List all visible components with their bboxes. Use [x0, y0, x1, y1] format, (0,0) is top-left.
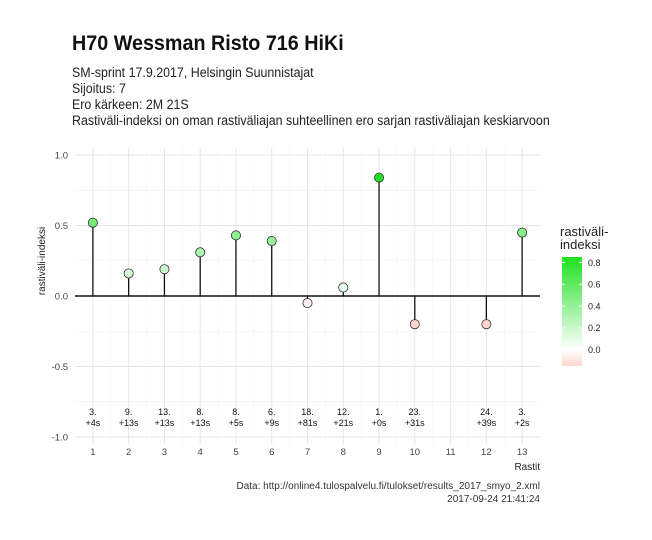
subtitle-gap: Ero kärkeen: 2M 21S	[72, 97, 189, 112]
subtitle-event: SM-sprint 17.9.2017, Helsingin Suunnista…	[72, 65, 314, 80]
rank-label: 8.	[196, 407, 204, 417]
time-diff-label: +0s	[372, 418, 387, 428]
x-tick-label: 5	[233, 447, 238, 458]
time-diff-label: +4s	[86, 418, 101, 428]
data-point	[374, 172, 385, 183]
x-tick-label: 4	[198, 447, 203, 458]
time-diff-label: +13s	[155, 418, 175, 428]
time-diff-label: +81s	[298, 418, 318, 428]
data-point	[338, 282, 349, 293]
legend-title: rastiväli-indeksi	[560, 225, 640, 251]
x-tick-label: 3	[162, 447, 167, 458]
data-point	[230, 230, 241, 241]
data-point	[123, 268, 134, 279]
data-point	[409, 319, 420, 330]
data-point	[302, 298, 313, 309]
legend-tick-label: 0.4	[588, 301, 601, 311]
rank-label: 24.	[480, 407, 493, 417]
time-diff-label: +21s	[333, 418, 353, 428]
data-point	[517, 227, 528, 238]
data-point	[266, 236, 277, 247]
legend: 0.8 0.6 0.4 0.2 0.0	[562, 257, 601, 366]
y-tick-label: -1.0	[52, 432, 68, 443]
x-tick-label: 10	[410, 447, 421, 458]
time-diff-label: +39s	[476, 418, 496, 428]
point-labels: 3.+4s9.+13s13.+13s8.+13s8.+5s6.+9s18.+81…	[86, 407, 530, 428]
points	[87, 172, 528, 330]
x-tick-label: 7	[305, 447, 310, 458]
legend-colorbar	[562, 257, 582, 366]
data-point	[159, 264, 170, 275]
time-diff-label: +5s	[229, 418, 244, 428]
data-point	[195, 247, 206, 258]
rank-label: 6.	[268, 407, 276, 417]
x-tick-label: 11	[446, 447, 456, 458]
x-axis-title: Rastit	[514, 462, 540, 473]
data-point	[87, 217, 98, 228]
x-tick-label: 2	[126, 447, 131, 458]
x-tick-label: 8	[341, 447, 346, 458]
rank-label: 23.	[409, 407, 422, 417]
y-tick-label: -0.5	[52, 362, 68, 373]
legend-tick-label: 0.0	[588, 345, 601, 355]
legend-title-line: rastiväli-	[560, 224, 609, 239]
rank-label: 1.	[375, 407, 383, 417]
data-source-caption: Data: http://online4.tulospalvelu.fi/tul…	[236, 481, 540, 492]
chart-title: H70 Wessman Risto 716 HiKi	[72, 32, 344, 55]
time-diff-label: +13s	[119, 418, 139, 428]
y-tick-label: 0.5	[55, 221, 68, 232]
x-tick-label: 12	[481, 447, 492, 458]
legend-tick-label: 0.2	[588, 323, 601, 333]
data-point	[481, 319, 492, 330]
axes: 1.00.50.0-0.5-1.01 2 3 4 5 6 7 8 9 10 11 12 13Rastit…	[37, 151, 540, 473]
x-tick-label: 13	[517, 447, 528, 458]
rank-label: 9.	[125, 407, 133, 417]
rank-label: 18.	[301, 407, 314, 417]
x-tick-label: 9	[376, 447, 381, 458]
rank-label: 12.	[337, 407, 350, 417]
x-tick-label: 1	[90, 447, 95, 458]
time-diff-label: +9s	[264, 418, 279, 428]
legend-title-line: indeksi	[560, 237, 601, 252]
subtitle-description: Rastiväli-indeksi on oman rastiväliajan …	[72, 113, 550, 128]
y-axis-title: rastiväli-indeksi	[37, 227, 48, 295]
subtitle-placing: Sijoitus: 7	[72, 81, 126, 96]
rank-label: 3.	[89, 407, 97, 417]
rank-label: 8.	[232, 407, 240, 417]
legend-tick-label: 0.8	[588, 258, 601, 268]
x-tick-label: 6	[269, 447, 274, 458]
time-diff-label: +2s	[515, 418, 530, 428]
y-tick-label: 0.0	[55, 292, 68, 303]
legend-tick-label: 0.6	[588, 280, 601, 290]
timestamp-caption: 2017-09-24 21:41:24	[447, 494, 540, 505]
stems	[92, 177, 523, 325]
time-diff-label: +13s	[190, 418, 210, 428]
y-tick-label: 1.0	[55, 151, 68, 162]
rank-label: 13.	[158, 407, 171, 417]
rank-label: 3.	[518, 407, 526, 417]
time-diff-label: +31s	[405, 418, 425, 428]
